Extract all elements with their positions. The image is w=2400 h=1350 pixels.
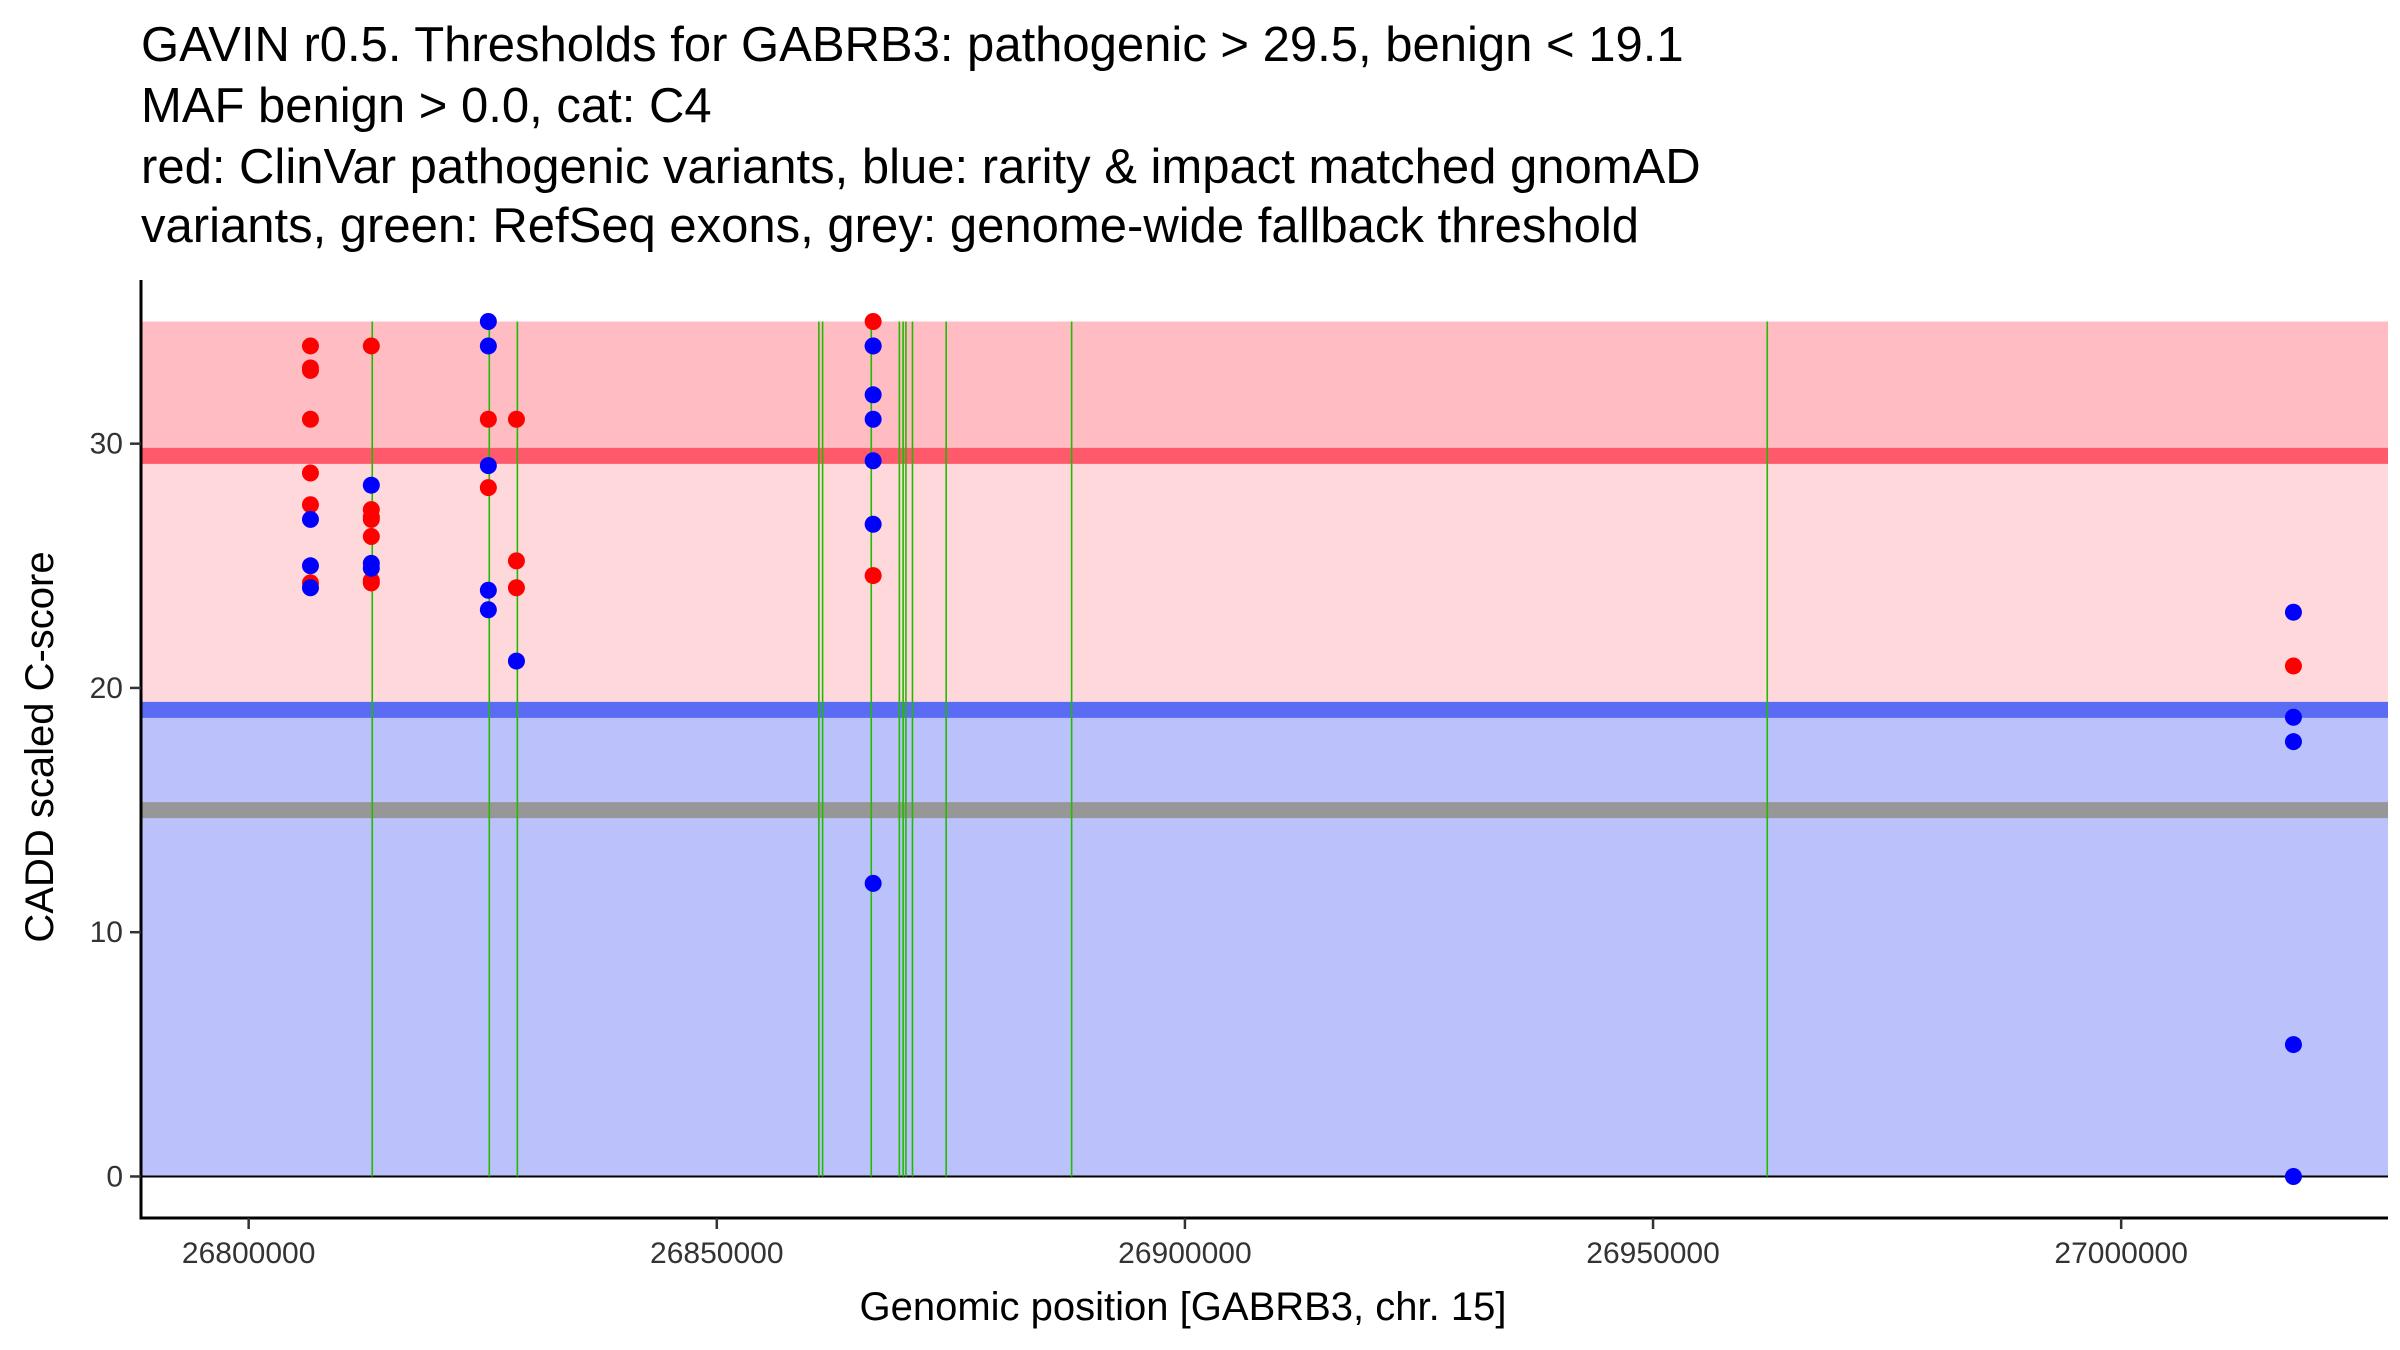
clinvar-pathogenic-point (301, 496, 319, 514)
title-line-4: variants, green: RefSeq exons, grey: gen… (141, 199, 1639, 253)
gnomad-matched-point (864, 337, 882, 355)
gnomad-matched-point (301, 510, 319, 528)
gnomad-matched-point (864, 410, 882, 428)
gnomad-matched-point (507, 652, 525, 670)
x-tick-label: 26850000 (650, 1237, 783, 1270)
clinvar-pathogenic-point (301, 337, 319, 355)
gnomad-matched-point (2284, 1167, 2302, 1185)
x-axis-ticks: 26800000 26850000 26900000 26950000 27000000 (182, 1218, 2188, 1270)
title-line-3: red: ClinVar pathogenic variants, blue: … (141, 140, 1701, 194)
gnomad-matched-point (864, 874, 882, 892)
gnomad-matched-point (301, 579, 319, 597)
gnomad-matched-point (479, 313, 497, 331)
clinvar-pathogenic-point (2284, 657, 2302, 675)
gnomad-matched-point (362, 476, 380, 494)
gnomad-matched-point (479, 457, 497, 475)
axes: 26800000 26850000 26900000 26950000 27000000… (18, 280, 2388, 1329)
clinvar-pathogenic-point (362, 510, 380, 528)
chart-title: GAVIN r0.5. Thresholds for GABRB3: patho… (141, 18, 1701, 253)
gnomad-matched-point (479, 601, 497, 619)
gnomad-matched-point (2284, 733, 2302, 751)
title-line-2: MAF benign > 0.0, cat: C4 (141, 79, 712, 133)
gnomad-matched-point (864, 386, 882, 404)
y-axis-ticks: 0 10 20 30 (90, 428, 141, 1193)
gnomad-matched-point (362, 559, 380, 577)
y-tick-label: 10 (90, 916, 123, 949)
y-tick-label: 0 (106, 1160, 123, 1193)
x-tick-label: 26950000 (1586, 1237, 1719, 1270)
benign-zone (141, 709, 2388, 1177)
gnomad-matched-point (301, 557, 319, 575)
gnomad-matched-point (2284, 708, 2302, 726)
y-axis-title: CADD scaled C-score (18, 551, 62, 942)
clinvar-pathogenic-point (507, 579, 525, 597)
gnomad-matched-point (864, 515, 882, 533)
gnomad-matched-point (2284, 1036, 2302, 1054)
clinvar-pathogenic-point (301, 410, 319, 428)
gnomad-matched-point (479, 337, 497, 355)
x-axis-title: Genomic position [GABRB3, chr. 15] (860, 1285, 1507, 1329)
plot-panel (141, 313, 2388, 1185)
clinvar-pathogenic-point (864, 313, 882, 331)
title-line-1: GAVIN r0.5. Thresholds for GABRB3: patho… (141, 18, 1684, 72)
y-tick-label: 30 (90, 428, 123, 461)
clinvar-pathogenic-point (362, 337, 380, 355)
y-tick-label: 20 (90, 672, 123, 705)
gnomad-matched-point (864, 452, 882, 470)
gnomad-matched-point (2284, 603, 2302, 621)
threshold-regions (141, 321, 2388, 1177)
x-tick-label: 26900000 (1118, 1237, 1251, 1270)
pathogenic-zone-upper (141, 321, 2388, 456)
pathogenic-zone-lower (141, 455, 2388, 710)
x-tick-label: 26800000 (182, 1237, 315, 1270)
clinvar-pathogenic-point (479, 410, 497, 428)
x-tick-label: 27000000 (2054, 1237, 2187, 1270)
clinvar-pathogenic-point (507, 552, 525, 570)
clinvar-pathogenic-point (507, 410, 525, 428)
variant-points (301, 313, 2302, 1185)
clinvar-pathogenic-point (362, 527, 380, 545)
clinvar-pathogenic-point (301, 361, 319, 379)
threshold-lines (141, 447, 2388, 819)
clinvar-pathogenic-point (864, 567, 882, 585)
clinvar-pathogenic-point (362, 574, 380, 592)
clinvar-pathogenic-point (479, 479, 497, 497)
gnomad-matched-point (479, 581, 497, 599)
clinvar-pathogenic-point (301, 464, 319, 482)
